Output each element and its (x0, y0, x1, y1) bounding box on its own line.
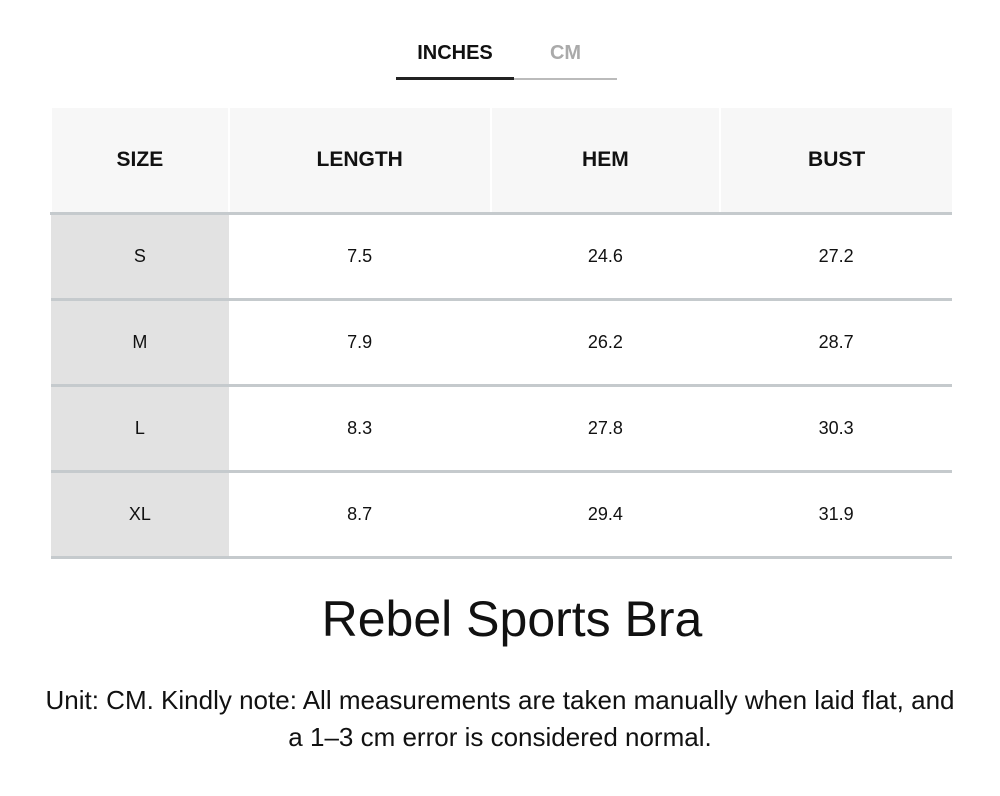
table-header-row: SIZE LENGTH HEM BUST (50, 108, 952, 215)
length-cell: 7.5 (228, 213, 491, 301)
bust-cell: 31.9 (720, 471, 952, 559)
hem-cell: 27.8 (490, 385, 721, 473)
hem-cell: 24.6 (490, 213, 721, 301)
size-cell: M (51, 299, 229, 387)
table-row: L 8.3 27.8 30.3 (51, 385, 952, 473)
size-cell: XL (51, 471, 229, 559)
length-cell: 8.3 (228, 385, 491, 473)
length-cell: 7.9 (228, 299, 491, 387)
header-size: SIZE (50, 108, 229, 215)
bust-cell: 28.7 (720, 299, 952, 387)
measurement-note: Unit: CM. Kindly note: All measurements … (45, 685, 955, 752)
unit-tabs: INCHES CM (396, 38, 617, 80)
hem-cell: 26.2 (490, 299, 721, 387)
length-cell: 8.7 (228, 471, 491, 559)
tab-cm[interactable]: CM (514, 38, 617, 80)
table-row: M 7.9 26.2 28.7 (51, 299, 952, 387)
size-cell: L (51, 385, 229, 473)
header-hem: HEM (489, 108, 721, 215)
tab-inches[interactable]: INCHES (396, 38, 514, 80)
table-row: XL 8.7 29.4 31.9 (51, 471, 952, 559)
product-title: Rebel Sports Bra (321, 591, 703, 647)
bust-cell: 30.3 (720, 385, 952, 473)
bust-cell: 27.2 (720, 213, 952, 301)
table-row: S 7.5 24.6 27.2 (51, 213, 952, 301)
size-table: SIZE LENGTH HEM BUST S 7.5 24.6 27.2 M 7.9 26.… (50, 108, 952, 559)
header-length: LENGTH (227, 108, 491, 215)
size-cell: S (51, 213, 229, 301)
hem-cell: 29.4 (490, 471, 721, 559)
header-bust: BUST (719, 108, 952, 215)
